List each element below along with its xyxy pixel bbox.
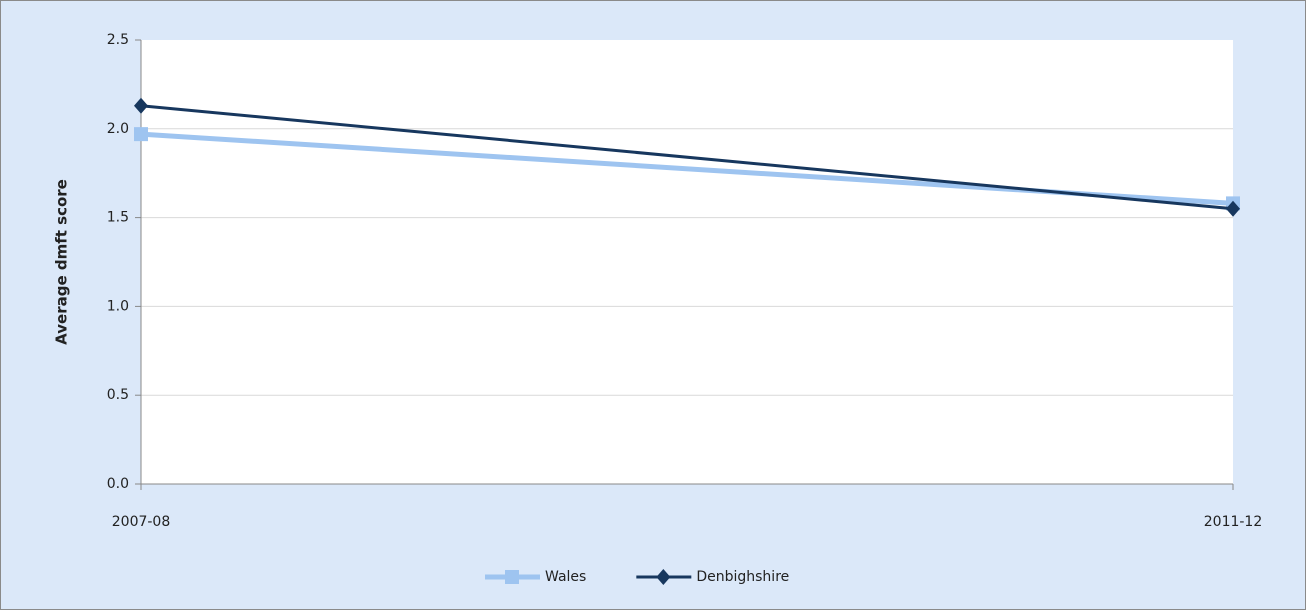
x-tick-label: 2007-08 [112,514,171,530]
legend-marker [505,570,519,584]
y-axis-label: Average dmft score [53,179,71,345]
plot-area [141,40,1233,484]
data-point [134,127,148,142]
y-tick-label: 0.0 [107,476,129,492]
y-tick-label: 1.5 [107,210,129,226]
data-point [134,97,148,114]
legend-marker [656,569,671,585]
legend-label: Wales [545,569,586,585]
y-tick-label: 1.0 [107,298,129,314]
x-tick-label: 2011-12 [1204,514,1263,530]
series-line [140,104,1234,211]
y-tick-label: 2.5 [107,32,129,48]
y-tick-label: 0.5 [107,387,129,403]
y-tick-label: 2.0 [107,121,129,137]
legend-label: Denbighshire [696,569,789,585]
data-point [1226,200,1240,217]
